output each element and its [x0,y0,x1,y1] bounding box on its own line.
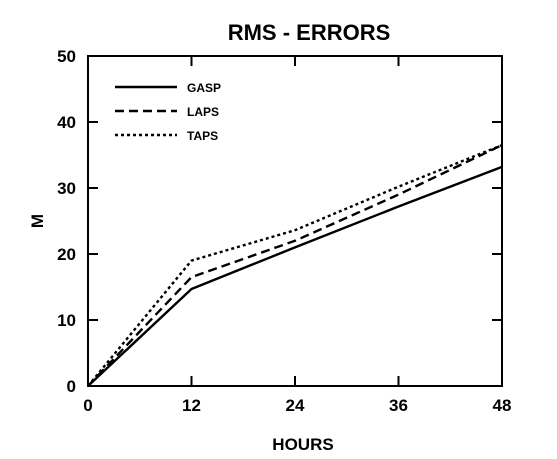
x-tick-label: 36 [389,396,408,415]
y-tick-label: 40 [57,113,76,132]
series-line-gasp [87,165,503,387]
series-layer [87,143,503,387]
y-axis-ticks: 0 10 20 30 40 50 [57,47,502,396]
y-axis-label: M [28,214,47,228]
y-tick-label: 20 [57,245,76,264]
x-tick-label: 12 [182,396,201,415]
legend-label-laps: LAPS [187,105,219,119]
legend-label-gasp: GASP [187,81,221,95]
x-axis-label: HOURS [272,435,333,454]
y-tick-label: 50 [57,47,76,66]
y-tick-label: 0 [67,377,76,396]
series-line-laps [87,144,503,387]
legend-label-taps: TAPS [187,129,218,143]
x-axis-ticks: 0 12 24 36 48 [83,56,511,415]
series-line-taps [87,143,503,387]
plot-frame [87,55,503,387]
chart-title: RMS - ERRORS [228,20,391,45]
y-tick-label: 30 [57,179,76,198]
x-tick-label: 48 [493,396,512,415]
legend: GASP LAPS TAPS [115,81,221,143]
x-tick-label: 24 [286,396,305,415]
y-tick-label: 10 [57,311,76,330]
x-tick-label: 0 [83,396,92,415]
